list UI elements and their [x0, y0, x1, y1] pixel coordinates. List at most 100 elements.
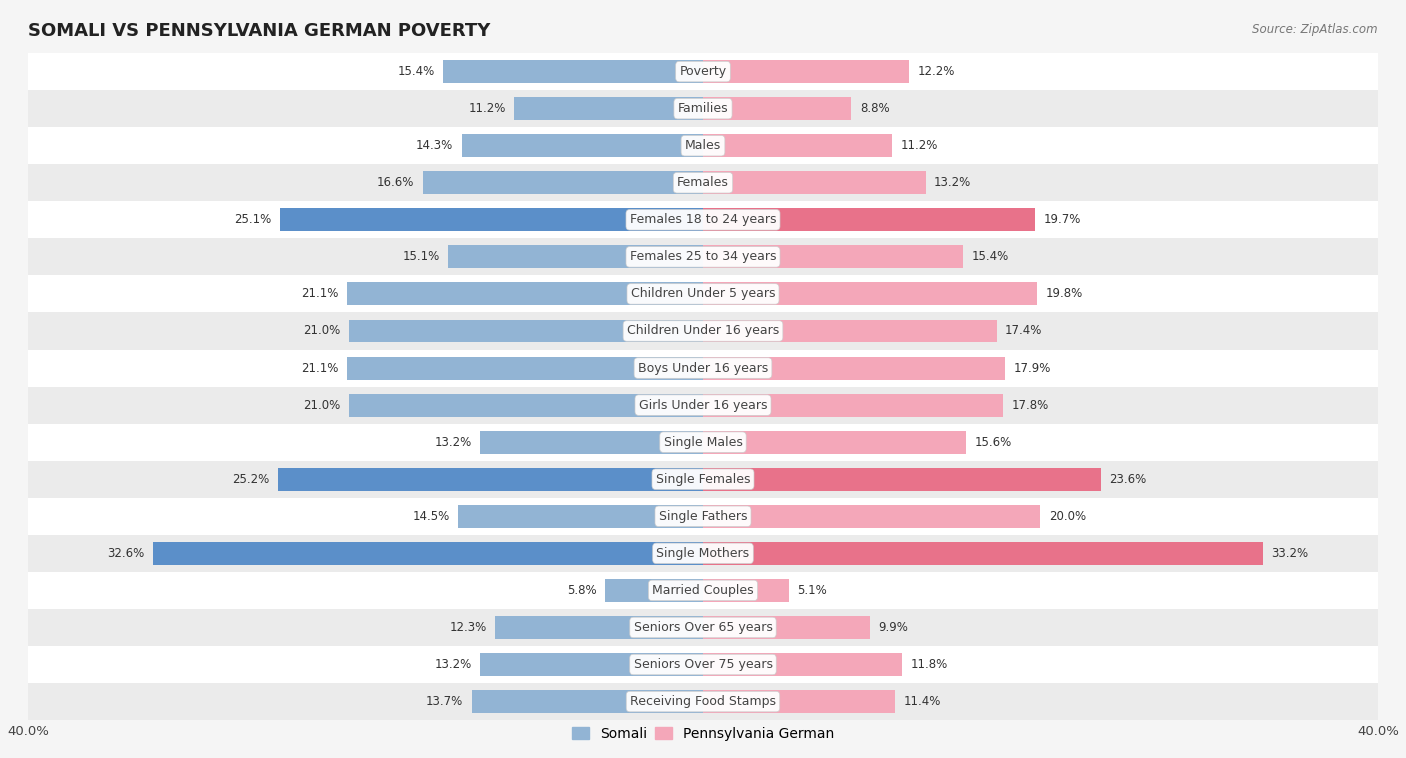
Text: 11.4%: 11.4%: [904, 695, 941, 708]
Text: 15.1%: 15.1%: [402, 250, 440, 263]
Bar: [703, 208, 1035, 231]
Text: 13.2%: 13.2%: [434, 436, 472, 449]
Text: 5.1%: 5.1%: [797, 584, 827, 597]
Text: 17.8%: 17.8%: [1012, 399, 1049, 412]
Text: Single Fathers: Single Fathers: [659, 510, 747, 523]
Bar: [458, 505, 703, 528]
Bar: [28, 164, 1378, 202]
Text: SOMALI VS PENNSYLVANIA GERMAN POVERTY: SOMALI VS PENNSYLVANIA GERMAN POVERTY: [28, 23, 491, 40]
Text: Boys Under 16 years: Boys Under 16 years: [638, 362, 768, 374]
Text: 13.2%: 13.2%: [934, 177, 972, 190]
Text: 25.1%: 25.1%: [233, 213, 271, 227]
Text: 15.4%: 15.4%: [398, 65, 434, 78]
Bar: [703, 60, 908, 83]
Text: 21.0%: 21.0%: [304, 324, 340, 337]
Bar: [703, 653, 903, 676]
Text: Seniors Over 75 years: Seniors Over 75 years: [634, 658, 772, 671]
Bar: [472, 690, 703, 713]
Bar: [28, 424, 1378, 461]
Text: Seniors Over 65 years: Seniors Over 65 years: [634, 621, 772, 634]
Text: Females 18 to 24 years: Females 18 to 24 years: [630, 213, 776, 227]
Text: 16.6%: 16.6%: [377, 177, 415, 190]
Bar: [703, 616, 870, 639]
Text: Single Females: Single Females: [655, 473, 751, 486]
Bar: [278, 468, 703, 490]
Bar: [28, 312, 1378, 349]
Text: Females 25 to 34 years: Females 25 to 34 years: [630, 250, 776, 263]
Text: 17.4%: 17.4%: [1005, 324, 1042, 337]
Bar: [703, 283, 1038, 305]
Text: 9.9%: 9.9%: [879, 621, 908, 634]
Text: 25.2%: 25.2%: [232, 473, 270, 486]
Text: Girls Under 16 years: Girls Under 16 years: [638, 399, 768, 412]
Text: 13.7%: 13.7%: [426, 695, 464, 708]
Bar: [28, 53, 1378, 90]
Bar: [481, 431, 703, 453]
Text: Children Under 5 years: Children Under 5 years: [631, 287, 775, 300]
Text: Males: Males: [685, 139, 721, 152]
Text: Poverty: Poverty: [679, 65, 727, 78]
Bar: [28, 683, 1378, 720]
Text: 12.2%: 12.2%: [917, 65, 955, 78]
Text: Females: Females: [678, 177, 728, 190]
Text: Children Under 16 years: Children Under 16 years: [627, 324, 779, 337]
Bar: [28, 609, 1378, 646]
Bar: [28, 498, 1378, 535]
Bar: [703, 505, 1040, 528]
Text: Receiving Food Stamps: Receiving Food Stamps: [630, 695, 776, 708]
Bar: [461, 134, 703, 157]
Bar: [28, 202, 1378, 238]
Bar: [443, 60, 703, 83]
Bar: [28, 349, 1378, 387]
Bar: [28, 238, 1378, 275]
Text: 17.9%: 17.9%: [1014, 362, 1050, 374]
Text: Families: Families: [678, 102, 728, 115]
Bar: [28, 535, 1378, 572]
Text: 11.2%: 11.2%: [468, 102, 506, 115]
Bar: [349, 393, 703, 417]
Bar: [28, 387, 1378, 424]
Bar: [28, 275, 1378, 312]
Text: 5.8%: 5.8%: [567, 584, 596, 597]
Text: 21.0%: 21.0%: [304, 399, 340, 412]
Bar: [449, 246, 703, 268]
Text: 13.2%: 13.2%: [434, 658, 472, 671]
Text: 8.8%: 8.8%: [860, 102, 890, 115]
Text: 14.5%: 14.5%: [413, 510, 450, 523]
Bar: [605, 579, 703, 602]
Bar: [703, 246, 963, 268]
Text: 33.2%: 33.2%: [1271, 547, 1309, 560]
Text: 19.8%: 19.8%: [1046, 287, 1083, 300]
Text: 15.6%: 15.6%: [974, 436, 1012, 449]
Text: 14.3%: 14.3%: [416, 139, 453, 152]
Text: 23.6%: 23.6%: [1109, 473, 1147, 486]
Bar: [495, 616, 703, 639]
Bar: [28, 646, 1378, 683]
Bar: [703, 468, 1101, 490]
Bar: [703, 542, 1263, 565]
Text: 32.6%: 32.6%: [107, 547, 145, 560]
Bar: [349, 320, 703, 343]
Bar: [28, 572, 1378, 609]
Bar: [347, 356, 703, 380]
Bar: [515, 97, 703, 120]
Bar: [703, 134, 891, 157]
Bar: [703, 356, 1005, 380]
Text: 21.1%: 21.1%: [301, 287, 339, 300]
Text: Source: ZipAtlas.com: Source: ZipAtlas.com: [1253, 23, 1378, 36]
Text: Single Males: Single Males: [664, 436, 742, 449]
Text: 11.8%: 11.8%: [911, 658, 948, 671]
Bar: [703, 690, 896, 713]
Bar: [28, 90, 1378, 127]
Text: 12.3%: 12.3%: [450, 621, 486, 634]
Bar: [280, 208, 703, 231]
Text: 20.0%: 20.0%: [1049, 510, 1085, 523]
Bar: [28, 461, 1378, 498]
Text: 11.2%: 11.2%: [900, 139, 938, 152]
Legend: Somali, Pennsylvania German: Somali, Pennsylvania German: [567, 722, 839, 747]
Bar: [703, 431, 966, 453]
Text: 19.7%: 19.7%: [1043, 213, 1081, 227]
Bar: [703, 97, 852, 120]
Bar: [703, 579, 789, 602]
Bar: [481, 653, 703, 676]
